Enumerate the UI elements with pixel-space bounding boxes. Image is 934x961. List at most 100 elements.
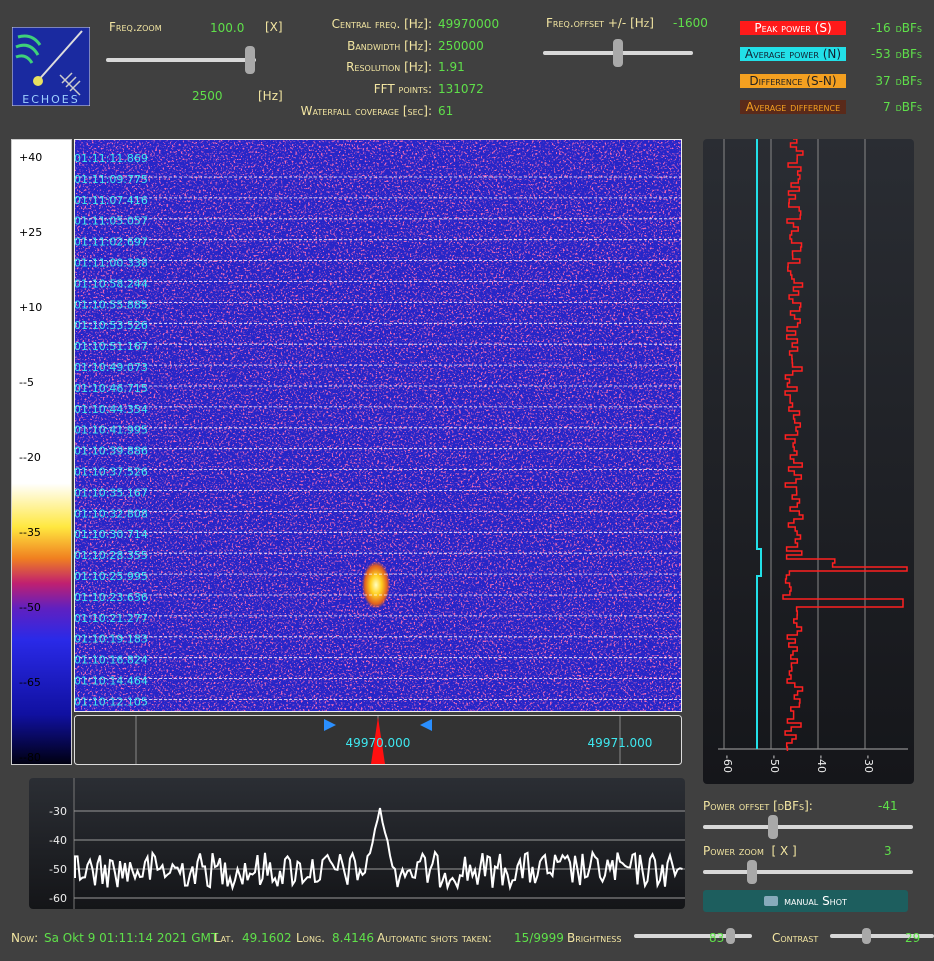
timestamp: 01:10:16.824	[74, 654, 148, 667]
timestamp: 01:10:23.636	[74, 591, 148, 604]
slider-knob[interactable]	[245, 46, 255, 74]
colorbar-label: --80	[19, 751, 41, 764]
spectrum-axis-label: -40	[49, 834, 67, 847]
power-offset-slider[interactable]	[703, 825, 913, 829]
power-axis-label: -60	[721, 755, 734, 773]
timestamp: 01:10:53.526	[74, 319, 148, 332]
freq-zoom-hz-unit: [Hz]	[258, 89, 283, 103]
slider-knob[interactable]	[862, 928, 871, 944]
info-label: FFT points:	[373, 82, 432, 97]
timestamp: 01:10:44.354	[74, 403, 148, 416]
timestamp: 01:10:30.714	[74, 528, 148, 541]
info-value: 1.91	[438, 60, 465, 75]
freq-zoom-slider[interactable]	[106, 58, 256, 62]
stat-number: -53	[871, 47, 891, 62]
spectrum-axis-label: -30	[49, 805, 67, 818]
peak-trace	[782, 139, 908, 751]
stat-unit: dBFs	[895, 99, 922, 114]
contrast-label: Contrast	[772, 931, 819, 945]
timestamp: 01:10:55.885	[74, 298, 148, 311]
stat-unit: dBFs	[895, 21, 922, 35]
info-label: Central freq. [Hz]:	[331, 17, 432, 31]
spectrum-axis-label: -60	[49, 892, 67, 905]
slider-knob[interactable]	[768, 815, 778, 839]
freq-zoom-value: 100.0	[210, 21, 245, 35]
power-panel: -60 -50 -40 -30	[703, 139, 914, 784]
average-trace	[756, 139, 762, 749]
timestamp: 01:11:05.057	[74, 215, 148, 228]
frequency-label: 49970.000	[346, 736, 411, 750]
timestamp: 01:10:37.526	[74, 466, 148, 479]
info-value: 49970000	[438, 17, 500, 31]
timestamp: 01:10:49.073	[74, 361, 148, 374]
freq-zoom-hz-value: 2500	[192, 89, 223, 103]
long-value: 8.4146	[332, 931, 374, 945]
waterfall: 01:11:11.869 01:11:09.775 01:11:07.416 01:1…	[74, 139, 682, 712]
timestamp: 01:10:51.167	[74, 340, 148, 353]
slider-knob[interactable]	[726, 928, 735, 944]
info-value: 131072	[438, 82, 484, 97]
timestamp: 01:10:14.464	[74, 675, 148, 688]
power-axis-label: -30	[862, 755, 875, 773]
timestamp: 01:10:28.355	[74, 549, 148, 562]
colorbar-label: --5	[19, 376, 34, 389]
freq-offset-value: -1600	[673, 16, 708, 30]
power-zoom-slider[interactable]	[703, 870, 913, 874]
brightness-label: Brightness	[567, 931, 622, 945]
slider-knob[interactable]	[613, 39, 623, 67]
brightness-slider[interactable]	[634, 934, 752, 938]
contrast-value: 29	[905, 931, 921, 945]
info-label: Bandwidth [Hz]:	[347, 38, 432, 53]
colorbar-label: --65	[19, 676, 41, 689]
timestamp: 01:10:35.167	[74, 486, 148, 499]
timestamp: 01:10:19.183	[74, 633, 148, 646]
info-label: Resolution [Hz]:	[346, 60, 432, 75]
stat-badge: Average power (N)	[740, 47, 846, 62]
camera-icon	[764, 896, 779, 906]
stat-unit: dBFs	[895, 73, 922, 88]
stat-value: -16 dBFs	[871, 21, 922, 35]
info-value: 250000	[438, 38, 484, 53]
stat-value: -53 dBFs	[871, 47, 922, 61]
brightness-value: 83	[709, 931, 725, 945]
long-label: Long.	[296, 931, 325, 945]
colorbar: +40 +25 +10 --5 --20 --35 --50 --65 --80	[11, 139, 72, 765]
colorbar-label: +40	[19, 151, 42, 164]
stat-number: 7	[882, 99, 891, 114]
timestamp: 01:10:25.995	[74, 570, 148, 583]
freq-zoom-unit: [X]	[265, 20, 283, 34]
slider-knob[interactable]	[747, 860, 757, 884]
timestamp: 01:10:21.277	[74, 612, 148, 625]
colorbar-label: +10	[19, 301, 42, 314]
timestamp: 01:10:58.244	[74, 277, 148, 290]
timestamp: 01:10:46.715	[74, 382, 148, 395]
freq-offset-label: Freq.offset +/- [Hz]	[546, 16, 654, 30]
colorbar-label: +25	[19, 226, 42, 239]
colorbar-label: --50	[19, 601, 41, 614]
stat-value: 7 dBFs	[883, 100, 922, 114]
lat-value: 49.1602	[242, 931, 292, 945]
now-label: Now:	[11, 931, 39, 945]
spectrum-trace	[74, 807, 683, 892]
stat-number: -16	[871, 21, 891, 35]
stat-value: 37 dBFs	[875, 74, 922, 88]
now-value: Sa Okt 9 01:11:14 2021 GMT	[44, 931, 219, 945]
shots-value: 15/9999	[514, 931, 564, 945]
logo-text: ECHOES	[22, 93, 80, 106]
stat-number: 37	[875, 73, 891, 88]
power-offset-label: Power offset [dBFs]:	[703, 799, 813, 813]
info-value: 61	[438, 103, 454, 118]
contrast-slider[interactable]	[830, 934, 934, 938]
colorbar-label: --20	[19, 451, 41, 464]
info-label: Waterfall coverage [sec]:	[300, 103, 432, 118]
lat-label: Lat.	[214, 931, 235, 945]
power-zoom-label: Power zoom [ X ]	[703, 844, 797, 858]
power-zoom-value: 3	[884, 844, 892, 858]
button-label: manual Shot	[784, 894, 847, 908]
timestamp: 01:10:32.808	[74, 507, 148, 520]
timestamp: 01:10:39.886	[74, 445, 148, 458]
timestamp: 01:11:02.697	[74, 236, 148, 249]
manual-shot-button[interactable]: manual Shot	[703, 890, 908, 912]
power-axis-label: -40	[815, 755, 828, 773]
